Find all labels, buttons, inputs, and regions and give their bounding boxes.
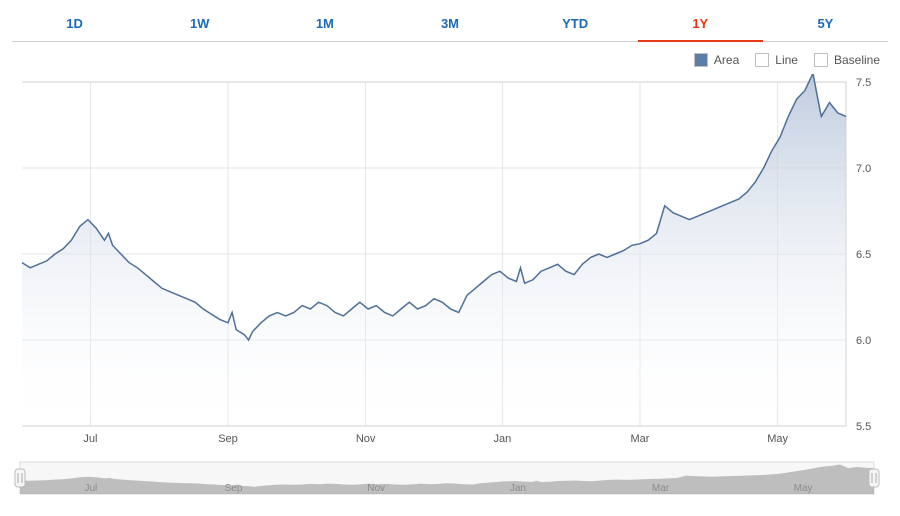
legend-swatch — [755, 53, 769, 67]
tab-label: 3M — [441, 16, 459, 31]
tab-label: 1D — [66, 16, 83, 31]
svg-text:Jul: Jul — [84, 483, 97, 494]
navigator-svg: Jul Sep Nov Jan Mar May — [12, 460, 882, 504]
svg-text:Mar: Mar — [631, 433, 650, 445]
legend-label: Baseline — [834, 53, 880, 67]
series-legend: Area Line Baseline — [12, 42, 888, 72]
navigator-handle-left[interactable] — [15, 469, 25, 487]
tab-1y[interactable]: 1Y — [638, 8, 763, 41]
legend-item-area[interactable]: Area — [694, 53, 739, 67]
chart-svg: 5.5 6.0 6.5 7.0 7.5 Jul Sep Nov Jan Mar May — [14, 74, 884, 454]
svg-text:Sep: Sep — [218, 433, 238, 445]
svg-text:May: May — [767, 433, 788, 445]
price-chart[interactable]: 5.5 6.0 6.5 7.0 7.5 Jul Sep Nov Jan Mar May — [14, 74, 884, 454]
time-range-tabs: 1D 1W 1M 3M YTD 1Y 5Y — [12, 8, 888, 42]
tab-label: 1Y — [692, 16, 708, 31]
tab-ytd[interactable]: YTD — [513, 8, 638, 41]
legend-swatch — [814, 53, 828, 67]
tab-label: 1M — [316, 16, 334, 31]
svg-text:5.5: 5.5 — [856, 421, 871, 433]
navigator-handle-right[interactable] — [869, 469, 879, 487]
tab-1d[interactable]: 1D — [12, 8, 137, 41]
legend-item-baseline[interactable]: Baseline — [814, 53, 880, 67]
tab-1w[interactable]: 1W — [137, 8, 262, 41]
svg-text:Jan: Jan — [510, 483, 526, 494]
svg-text:Sep: Sep — [225, 483, 243, 494]
svg-text:Nov: Nov — [356, 433, 376, 445]
svg-text:May: May — [794, 483, 813, 494]
legend-swatch — [694, 53, 708, 67]
legend-label: Line — [775, 53, 798, 67]
legend-label: Area — [714, 53, 739, 67]
tab-1m[interactable]: 1M — [262, 8, 387, 41]
tab-5y[interactable]: 5Y — [763, 8, 888, 41]
svg-text:Mar: Mar — [652, 483, 670, 494]
tab-label: 1W — [190, 16, 210, 31]
svg-text:Jul: Jul — [83, 433, 97, 445]
range-navigator[interactable]: Jul Sep Nov Jan Mar May — [12, 460, 882, 504]
svg-text:7.0: 7.0 — [856, 163, 871, 175]
legend-item-line[interactable]: Line — [755, 53, 798, 67]
svg-text:6.5: 6.5 — [856, 249, 871, 261]
tab-label: 5Y — [817, 16, 833, 31]
chart-widget: 1D 1W 1M 3M YTD 1Y 5Y Area Line Baseline… — [0, 0, 900, 516]
tab-label: YTD — [562, 16, 588, 31]
svg-text:7.5: 7.5 — [856, 77, 871, 89]
svg-text:Nov: Nov — [367, 483, 385, 494]
tab-3m[interactable]: 3M — [387, 8, 512, 41]
svg-text:6.0: 6.0 — [856, 335, 871, 347]
svg-text:Jan: Jan — [494, 433, 512, 445]
